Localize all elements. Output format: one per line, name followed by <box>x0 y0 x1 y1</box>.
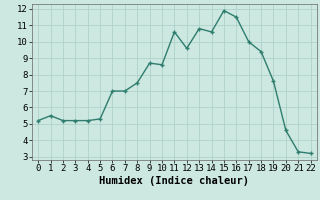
X-axis label: Humidex (Indice chaleur): Humidex (Indice chaleur) <box>100 176 249 186</box>
